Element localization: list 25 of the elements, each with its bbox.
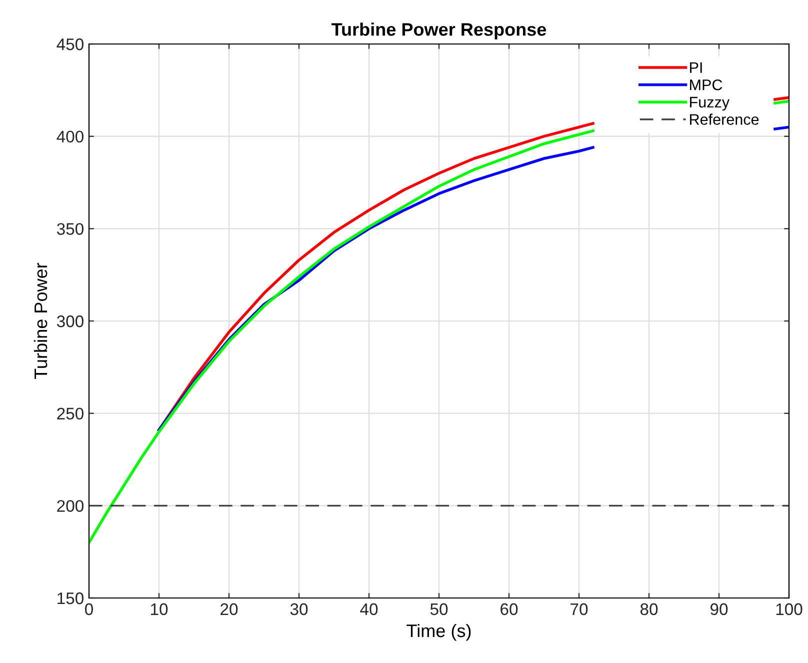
y-tick-label: 250: [57, 408, 84, 420]
y-tick-label: 150: [58, 592, 84, 604]
y-tick-label: 450: [56, 38, 84, 50]
x-tick-label: 70: [570, 603, 588, 616]
y-axis-title: Turbine Power: [34, 262, 48, 379]
x-tick-label: 0: [85, 603, 93, 616]
legend-label: MPC: [690, 79, 722, 90]
x-tick-label: 10: [151, 603, 168, 616]
y-tick-label: 350: [56, 223, 84, 235]
x-tick-label: 100: [776, 603, 802, 616]
x-tick-label: 50: [430, 603, 448, 616]
x-tick-label: 80: [640, 603, 658, 616]
legend-label: PI: [690, 62, 702, 73]
y-tick-label: 300: [56, 315, 84, 328]
x-tick-label: 90: [710, 603, 728, 616]
x-tick-label: 60: [500, 603, 518, 616]
y-tick-label: 200: [57, 500, 84, 512]
legend-label: Reference: [690, 114, 759, 125]
chart-title: Turbine Power Response: [332, 22, 546, 40]
y-tick-label: 400: [56, 130, 84, 143]
legend-label: Fuzzy: [690, 96, 730, 111]
x-tick-label: 30: [290, 603, 308, 616]
x-tick-label: 20: [220, 603, 238, 616]
x-axis-title: Time (s): [406, 624, 471, 641]
x-tick-label: 40: [360, 603, 378, 616]
